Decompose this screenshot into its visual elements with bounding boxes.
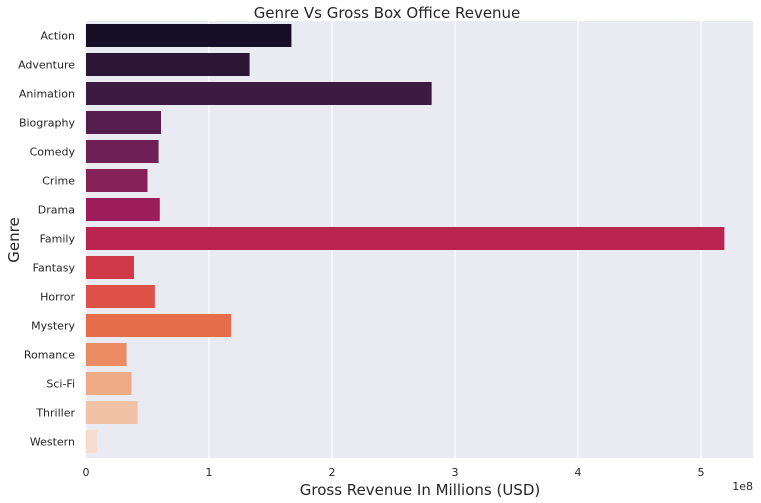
x-tick-label: 2: [329, 466, 336, 479]
bar-animation: [86, 82, 432, 105]
bar-mystery: [86, 314, 232, 337]
y-tick-label: Drama: [38, 204, 75, 217]
y-axis-label: Genre: [5, 217, 23, 262]
x-offset-label: 1e8: [732, 480, 753, 493]
y-tick-label: Family: [40, 233, 76, 246]
x-tick-labels: 0 1 2 3 4 5: [83, 466, 705, 479]
x-tick-label: 0: [83, 466, 90, 479]
bar-drama: [86, 198, 160, 221]
y-tick-label: Sci-Fi: [46, 378, 75, 391]
y-tick-label: Romance: [24, 349, 75, 362]
x-tick-label: 1: [206, 466, 213, 479]
chart-title: Genre Vs Gross Box Office Revenue: [254, 4, 521, 22]
y-tick-label: Mystery: [31, 320, 75, 333]
bar-biography: [86, 111, 162, 134]
bar-family: [86, 227, 725, 250]
y-tick-label: Animation: [19, 88, 75, 101]
bar-western: [86, 430, 98, 453]
y-tick-label: Comedy: [30, 146, 76, 159]
bar-adventure: [86, 53, 250, 76]
bar-horror: [86, 285, 155, 308]
bar-fantasy: [86, 256, 134, 279]
x-tick-label: 5: [698, 466, 705, 479]
y-tick-label: Western: [30, 436, 75, 449]
y-tick-label: Adventure: [18, 59, 75, 72]
y-tick-label: Action: [41, 30, 75, 43]
y-tick-label: Biography: [19, 117, 76, 130]
bar-crime: [86, 169, 148, 192]
x-tick-label: 4: [575, 466, 582, 479]
y-tick-label: Horror: [40, 291, 75, 304]
y-tick-labels: Action Adventure Animation Biography Comedy C…: [18, 30, 75, 449]
bar-sci-fi: [86, 372, 132, 395]
x-axis-label: Gross Revenue In Millions (USD): [300, 481, 540, 499]
y-tick-label: Thriller: [35, 407, 75, 420]
x-tick-label: 3: [452, 466, 459, 479]
y-tick-label: Crime: [42, 175, 75, 188]
bars: [86, 24, 725, 453]
bar-action: [86, 24, 292, 47]
bar-comedy: [86, 140, 159, 163]
bar-thriller: [86, 401, 138, 424]
bar-romance: [86, 343, 127, 366]
y-tick-label: Fantasy: [33, 262, 76, 275]
